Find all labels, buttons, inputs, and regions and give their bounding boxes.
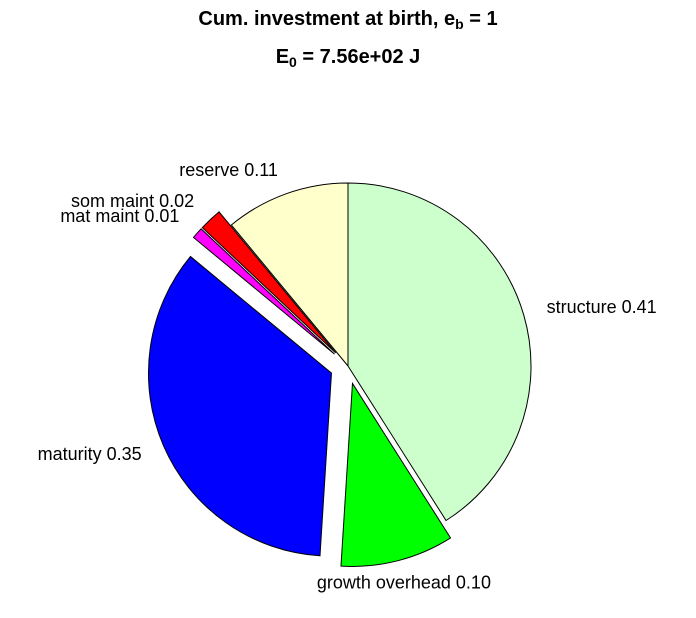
pie-slice-label-2: maturity 0.35 [38,444,142,464]
pie-slice-label-3: mat maint 0.01 [60,206,179,226]
pie-slice-label-4: som maint 0.02 [71,191,194,211]
pie-slice-4 [201,211,337,354]
pie-slice-0 [347,182,532,522]
title-line2-prefix: E [275,46,290,68]
pie-slice-3 [192,228,335,355]
pie-slice-label-0: structure 0.41 [547,297,657,317]
pie-slice-label-5: reserve 0.11 [179,160,278,180]
title-line2-subscript: 0 [289,54,297,70]
pie-slice-2 [148,255,332,557]
title-line1-suffix: = 1 [463,8,498,30]
title-line1-subscript: b [455,16,464,32]
title-line1-prefix: Cum. investment at birth, e [198,8,456,30]
title-line2-suffix: = 7.56e+02 J [296,46,421,68]
chart-title: Cum. investment at birth, eb = 1 [0,8,696,32]
chart-subtitle: E0 = 7.56e+02 J [0,46,696,70]
pie-slice-5 [230,182,349,368]
pie-slice-label-1: growth overhead 0.10 [317,572,491,592]
pie-slice-1 [340,381,452,567]
